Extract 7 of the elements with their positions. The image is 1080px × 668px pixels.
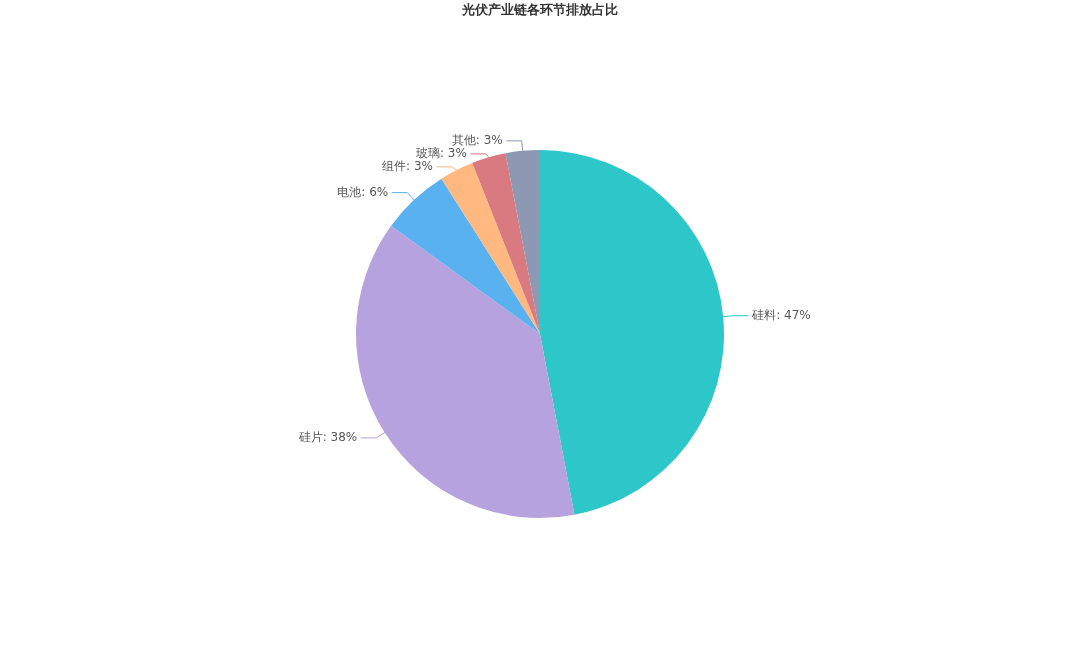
slice-label: 组件: 3% [382,158,433,173]
slice-label: 电池: 6% [337,184,389,199]
chart-title: 光伏产业链各环节排放占比 [461,1,619,19]
slice-label: 硅料: 47% [751,307,811,322]
slice-label: 玻璃: 3% [415,145,467,160]
slice-label: 其他: 3% [451,132,503,147]
slice-label: 硅片: 38% [297,430,358,445]
